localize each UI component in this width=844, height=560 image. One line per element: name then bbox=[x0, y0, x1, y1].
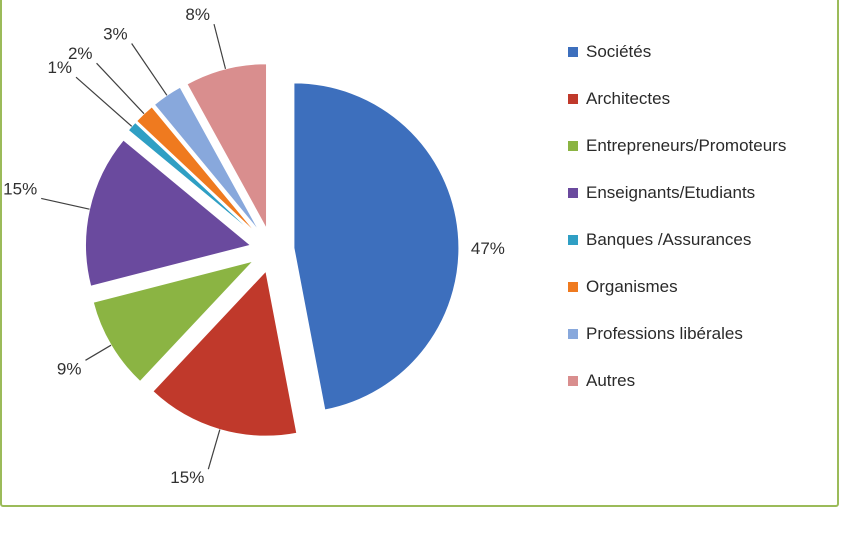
legend-item-organismes: Organismes bbox=[568, 263, 786, 310]
data-label-1: 15% bbox=[170, 468, 204, 487]
pie-slice-6 bbox=[153, 86, 261, 233]
data-label-6: 3% bbox=[103, 24, 128, 43]
leader-line-4 bbox=[75, 76, 133, 127]
legend-swatch-banques bbox=[568, 234, 578, 245]
legend-item-architectes: Architectes bbox=[568, 75, 786, 122]
legend-swatch-professions bbox=[568, 328, 578, 339]
chart-frame: 47% 15% 9% 15% 1% 2% 3% 8% Sociétés Architectes… bbox=[0, 0, 839, 507]
legend-swatch-architectes bbox=[568, 93, 578, 104]
pie-chart: 47% 15% 9% 15% 1%2% 3% 8% bbox=[3, 5, 505, 487]
data-label-7: 8% bbox=[185, 5, 210, 24]
legend-swatch-societes bbox=[568, 46, 578, 57]
pie-slice-0 bbox=[293, 82, 460, 411]
data-label-0: 47% bbox=[471, 239, 505, 258]
legend-label: Organismes bbox=[586, 276, 678, 296]
data-label-4: 1% bbox=[47, 58, 72, 77]
legend-item-enseignants: Enseignants/Etudiants bbox=[568, 169, 786, 216]
legend-item-societes: Sociétés bbox=[568, 28, 786, 75]
legend-swatch-autres bbox=[568, 375, 578, 386]
legend-item-entrepreneurs: Entrepreneurs/Promoteurs bbox=[568, 122, 786, 169]
data-label-2: 9% bbox=[57, 359, 82, 378]
pie-slice-4 bbox=[127, 121, 256, 236]
legend-label: Enseignants/Etudiants bbox=[586, 182, 756, 202]
pie-slice-3 bbox=[85, 139, 252, 287]
data-label-3: 15% bbox=[3, 179, 37, 198]
legend-label: Architectes bbox=[586, 88, 671, 108]
legend-swatch-entrepreneurs bbox=[568, 140, 578, 151]
legend-item-professions: Professions libérales bbox=[568, 310, 786, 357]
leader-line-5 bbox=[96, 62, 145, 115]
leader-line-2 bbox=[85, 344, 112, 361]
pie-slice-2 bbox=[92, 260, 255, 383]
legend-label: Sociétés bbox=[586, 41, 652, 61]
leader-line-6 bbox=[131, 43, 168, 96]
legend-swatch-enseignants bbox=[568, 187, 578, 198]
legend-swatch-organismes bbox=[568, 281, 578, 292]
data-label-5: 2% bbox=[68, 44, 93, 63]
leader-line-3 bbox=[41, 197, 90, 210]
legend-label: Entrepreneurs/Promoteurs bbox=[586, 135, 787, 155]
pie-slice-1 bbox=[152, 270, 298, 437]
legend-item-autres: Autres bbox=[568, 357, 786, 404]
legend-label: Autres bbox=[586, 370, 636, 390]
legend: Sociétés Architectes Entrepreneurs/Promo… bbox=[568, 28, 786, 404]
leader-line-1 bbox=[207, 429, 221, 470]
legend-item-banques: Banques /Assurances bbox=[568, 216, 786, 263]
legend-label: Professions libérales bbox=[586, 323, 743, 343]
legend-label: Banques /Assurances bbox=[586, 229, 752, 249]
leader-line-7 bbox=[213, 23, 227, 70]
